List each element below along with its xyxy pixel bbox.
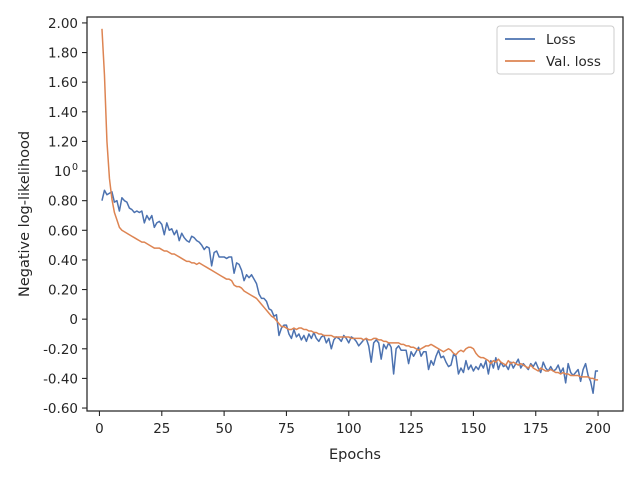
x-tick-label: 50 xyxy=(216,421,233,437)
plot-lines xyxy=(101,28,599,394)
x-tick-label: 25 xyxy=(153,421,170,437)
y-tick-label: 0.80 xyxy=(48,194,78,210)
legend-box xyxy=(496,25,615,75)
y-tick-label: 0.60 xyxy=(48,223,78,239)
x-tick-label: 150 xyxy=(461,421,487,437)
x-tick-label: 125 xyxy=(398,421,424,437)
y-tick-label: 0.40 xyxy=(48,253,78,269)
legend: Loss Val. loss xyxy=(496,25,615,75)
y-tick-label: 1.40 xyxy=(48,105,78,121)
y-axis-label: Negative log-likelihood xyxy=(17,131,33,297)
series-line-val-loss xyxy=(101,28,599,381)
y-tick-label: -0.40 xyxy=(43,371,78,387)
y-tick-label: 1.80 xyxy=(48,46,78,62)
y-tick-label: -0.60 xyxy=(43,401,78,417)
plot-frame xyxy=(86,16,624,412)
series-line-loss xyxy=(101,189,599,394)
x-tick-label: 0 xyxy=(95,421,104,437)
x-tick-label: 100 xyxy=(336,421,362,437)
y-tick-label: 10 xyxy=(54,164,71,180)
legend-label-val-loss: Val. loss xyxy=(546,54,601,70)
y-tick-label: 0.20 xyxy=(48,283,78,299)
y-tick-label: 0 xyxy=(69,312,78,328)
y-tick-label: 1.60 xyxy=(48,75,78,91)
legend-label-loss: Loss xyxy=(546,32,576,48)
y-tick-label: -0.20 xyxy=(43,342,78,358)
x-tick-label: 200 xyxy=(585,421,611,437)
x-tick-label: 75 xyxy=(278,421,295,437)
x-axis-label: Epochs xyxy=(329,447,381,463)
y-axis-ticks: 2.001.801.601.401.200100.800.600.400.200… xyxy=(43,16,87,417)
y-tick-label: 1.20 xyxy=(48,134,78,150)
y-tick-superscript: 0 xyxy=(72,162,78,173)
x-tick-label: 175 xyxy=(523,421,549,437)
y-tick-label: 2.00 xyxy=(48,16,78,32)
x-axis-ticks: 0 25 50 75 100 125 150 175 200 xyxy=(95,411,611,437)
